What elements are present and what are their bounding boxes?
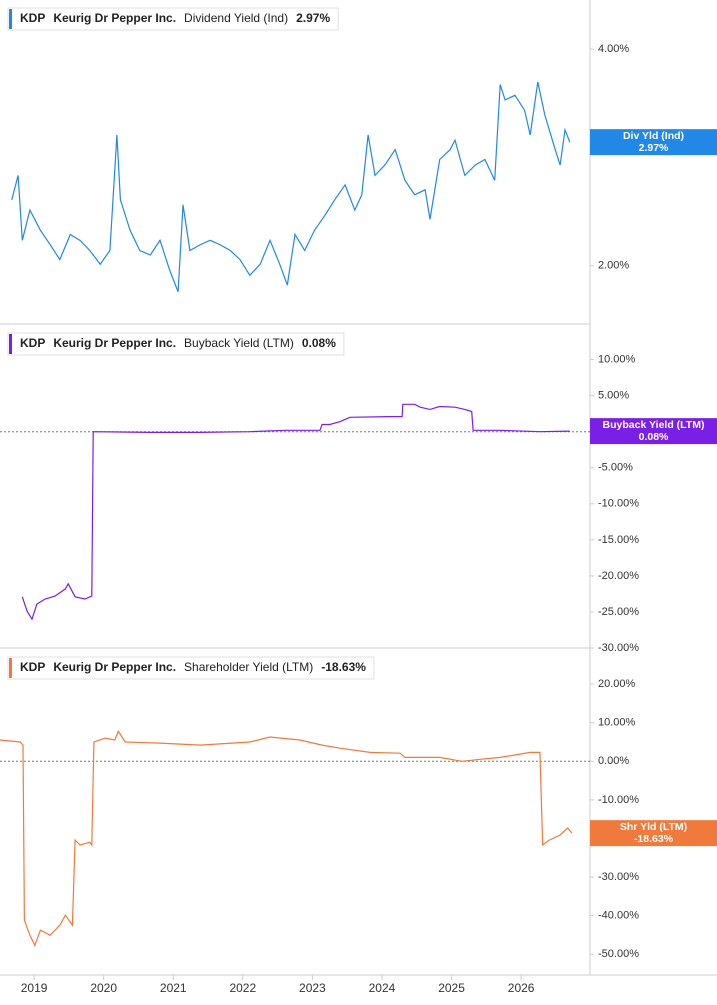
legend-text: Buyback Yield (LTM) [184,336,294,350]
legend-text: KDP [20,336,45,350]
legend-swatch [9,9,12,29]
legend-box [7,7,339,31]
legend-text: KDP [20,11,45,25]
y-tick-label: -40.00% [598,909,639,921]
legend-text: Keurig Dr Pepper Inc. [53,660,176,674]
x-tick-label: 2022 [229,981,256,995]
y-tick-label: -5.00% [598,462,633,474]
value-tag [590,129,717,156]
value-tag-label: Buyback Yield (LTM) [603,419,705,431]
x-tick-label: 2021 [160,981,187,995]
y-tick-label: -30.00% [598,871,639,883]
legend-box [7,332,345,356]
value-tag-value: 0.08% [639,431,669,443]
y-tick-label: 20.00% [598,678,636,690]
y-tick-label: 0.00% [598,755,629,767]
legend-text: Keurig Dr Pepper Inc. [53,11,176,25]
y-tick-label: -20.00% [598,570,639,582]
value-tag [590,418,717,445]
x-tick-label: 2023 [299,981,326,995]
x-tick-label: 2024 [369,981,396,995]
x-tick-label: 2025 [438,981,465,995]
legend: KDP Keurig Dr Pepper Inc. Shareholder Yiel… [7,656,375,680]
y-tick-label: 10.00% [598,717,636,729]
series-line [21,403,570,621]
legend-text: Dividend Yield (Ind) [184,11,288,25]
y-tick-label: -10.00% [598,794,639,806]
legend-text: 0.08% [302,336,336,350]
value-tag-value: -18.63% [634,833,674,845]
series-line [11,81,571,293]
value-tag-label: Shr Yld (LTM) [620,821,687,833]
legend-text: Keurig Dr Pepper Inc. [53,336,176,350]
legend-text: -18.63% [321,660,366,674]
legend-text: Shareholder Yield (LTM) [184,660,313,674]
legend: KDP Keurig Dr Pepper Inc. Buyback Yield (L… [7,332,345,356]
legend-text: KDP [20,660,45,674]
legend: KDP Keurig Dr Pepper Inc. Dividend Yield (… [7,7,339,31]
y-tick-label: 5.00% [598,390,629,402]
y-tick-label: -30.00% [598,642,639,654]
value-tag [590,820,717,847]
y-tick-label: 2.00% [598,260,629,272]
y-tick-label: -50.00% [598,948,639,960]
legend-swatch [9,658,12,678]
y-tick-label: 10.00% [598,354,636,366]
x-tick-label: 2020 [90,981,117,995]
legend-text: 2.97% [296,11,330,25]
y-tick-label: 4.00% [598,43,629,55]
x-tick-label: 2019 [21,981,48,995]
y-tick-label: -10.00% [598,498,639,510]
legend-swatch [9,334,12,354]
y-tick-label: -15.00% [598,534,639,546]
x-tick-label: 2026 [508,981,535,995]
value-tag-label: Div Yld (Ind) [623,130,684,142]
legend-box [7,656,375,680]
value-tag-value: 2.97% [639,142,669,154]
y-tick-label: -25.00% [598,606,639,618]
series-line [0,729,573,947]
